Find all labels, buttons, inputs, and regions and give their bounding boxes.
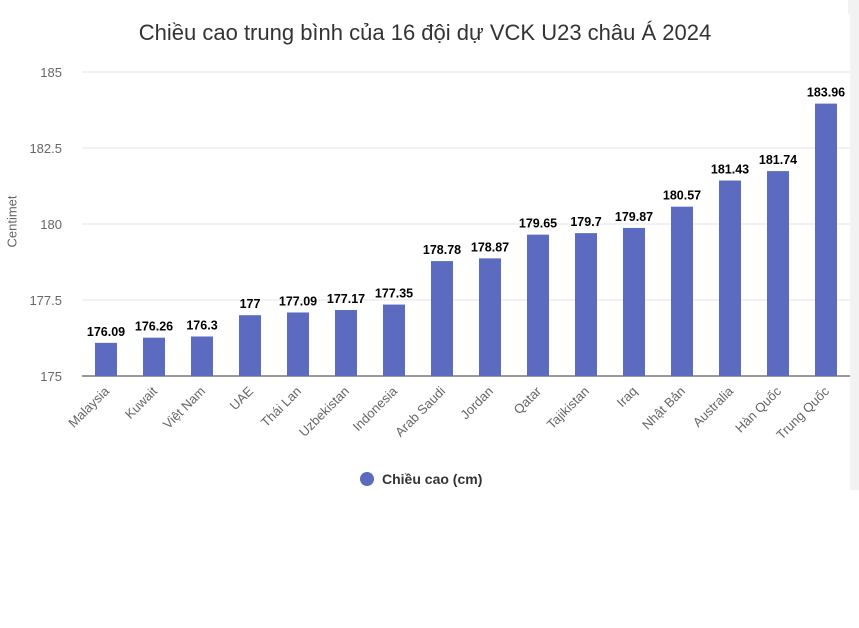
bar (575, 233, 597, 376)
right-edge-strip (850, 0, 859, 490)
y-tick-label: 182.5 (29, 141, 62, 156)
data-label: 179.7 (570, 215, 601, 229)
data-label: 176.26 (135, 320, 173, 334)
bar (383, 304, 405, 376)
x-tick-label: Thái Lan (258, 384, 304, 430)
y-tick-label: 175 (40, 369, 62, 384)
bar (815, 103, 837, 376)
data-label: 178.78 (423, 243, 461, 257)
bar (191, 336, 213, 376)
x-tick-label: Iraq (614, 384, 640, 410)
x-tick-label: Việt Nam (160, 384, 208, 432)
data-label: 183.96 (807, 86, 845, 100)
x-tick-label: Trung Quốc (773, 383, 832, 442)
legend[interactable]: Chiều cao (cm) (360, 471, 482, 487)
x-tick-label: Indonesia (350, 383, 401, 434)
y-tick-label: 177.5 (29, 293, 62, 308)
bar (239, 315, 261, 376)
x-tick-label: Australia (690, 383, 737, 430)
legend-marker-icon (360, 472, 374, 486)
data-label: 177 (240, 297, 261, 311)
data-label: 179.65 (519, 217, 557, 231)
bar (623, 227, 645, 376)
bar (479, 258, 501, 376)
x-tick-label: Malaysia (65, 383, 112, 430)
y-tick-label: 185 (40, 65, 62, 80)
data-label: 177.09 (279, 294, 317, 308)
y-tick-label: 180 (40, 217, 62, 232)
x-tick-label: UAE (227, 383, 257, 413)
bar (287, 312, 309, 376)
bar (335, 310, 357, 376)
x-tick-label: Qatar (511, 383, 545, 417)
bar (719, 180, 741, 376)
x-tick-label: Nhật Bản (639, 384, 688, 433)
chart-title: Chiều cao trung bình của 16 đội dự VCK U… (138, 20, 712, 45)
data-label: 181.74 (759, 153, 797, 167)
data-label: 176.3 (186, 318, 217, 332)
x-tick-label: Uzbekistan (296, 384, 352, 440)
data-label: 177.35 (375, 287, 413, 301)
x-tick-label: Tajikistan (544, 384, 592, 432)
x-tick-label: Jordan (457, 384, 496, 423)
x-tick-label: Kuwait (122, 383, 160, 421)
bar (767, 171, 789, 376)
data-label: 179.87 (615, 210, 653, 224)
top-edge-strip (848, 0, 859, 14)
data-label: 180.57 (663, 189, 701, 203)
bar (95, 342, 117, 376)
plot-svg: 175 177.5 180 182.5 185 176.09 Malaysia 176.26 K… (29, 65, 850, 442)
data-label: 181.43 (711, 163, 749, 177)
bar (527, 234, 549, 376)
legend-label: Chiều cao (cm) (382, 471, 483, 487)
bar (431, 261, 453, 376)
bar (143, 337, 165, 376)
x-tick-label: Arab Saudi (392, 383, 448, 439)
chart-area (0, 0, 850, 490)
data-label: 178.87 (471, 240, 509, 254)
data-label: 177.17 (327, 292, 365, 306)
bar (671, 206, 693, 376)
data-label: 176.09 (87, 325, 125, 339)
